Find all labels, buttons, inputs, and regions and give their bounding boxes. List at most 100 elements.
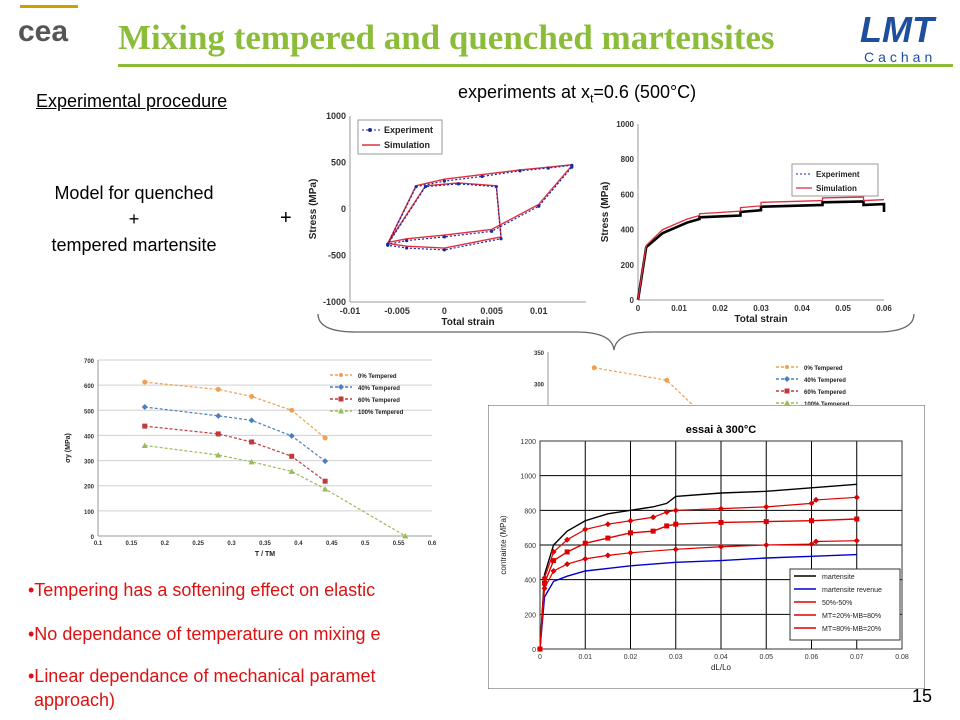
y-tick-label: 600 (621, 190, 635, 199)
data-point (215, 412, 222, 419)
cyclic-stress-strain-chart: 1000 500 0 -500 -1000-0.01 -0.005 0 0.005 0.01 To… (308, 111, 586, 328)
x-tick-label: 0.06 (876, 304, 892, 313)
y-tick-label: 600 (524, 543, 536, 550)
x-tick-label: -0.005 (384, 306, 410, 316)
data-point (386, 242, 390, 246)
x-tick-label: 0.05 (759, 654, 773, 661)
series-line (636, 200, 886, 301)
data-point (604, 552, 611, 559)
experiments-label-rest: =0.6 (500°C) (593, 82, 697, 102)
legend-label: 50%-50% (822, 600, 852, 607)
lmt-logo-text: LMT (860, 9, 937, 50)
x-tick-label: 0.06 (805, 654, 819, 661)
data-point (142, 423, 148, 429)
data-point (564, 561, 571, 568)
x-axis-label: Total strain (441, 317, 494, 328)
x-tick-label: 0.05 (835, 304, 851, 313)
x-axis-label: dL/Lo (711, 663, 732, 672)
x-tick-label: 0.005 (480, 306, 503, 316)
legend-marker (784, 388, 790, 394)
legend-label: 100% Tempered (358, 410, 404, 416)
y-tick-label: -1000 (323, 297, 346, 307)
data-point (541, 585, 548, 592)
legend-label: 60% Tempered (358, 398, 400, 404)
y-axis-label: Stress (MPa) (600, 182, 611, 243)
data-point (564, 536, 571, 543)
x-tick-label: 0.03 (753, 304, 769, 313)
data-point (853, 537, 860, 544)
x-tick-label: 0 (636, 304, 641, 313)
cea-logo: cea (18, 15, 68, 48)
lmt-logo: LMT Cachan (860, 9, 937, 65)
x-tick-label: 0.01 (578, 654, 592, 661)
data-point (550, 568, 557, 574)
data-point (808, 500, 815, 507)
legend-marker (784, 400, 790, 406)
legend-label: 0% Tempered (804, 366, 843, 372)
x-tick-label: 0.07 (850, 654, 864, 661)
legend-label: 40% Tempered (358, 386, 400, 392)
legend-marker (785, 365, 789, 369)
series-line (539, 483, 857, 650)
x-tick-label: 0.04 (714, 654, 728, 661)
legend-label: Simulation (816, 184, 857, 193)
legend-label: 40% Tempered (804, 378, 846, 384)
data-point (763, 542, 770, 548)
legend-label: Experiment (384, 125, 433, 135)
data-point (442, 235, 446, 239)
data-point (480, 174, 484, 179)
x-tick-label: 0.03 (669, 654, 683, 661)
y-tick-label: 1000 (520, 474, 536, 481)
data-point (142, 379, 148, 385)
data-point (672, 507, 679, 514)
bullet-2: •No dependance of temperature on mixing … (28, 624, 381, 644)
model-text-block: Model for quenched + tempered martensite (14, 180, 254, 258)
data-point (249, 439, 255, 445)
data-point (551, 558, 557, 564)
series-line (539, 553, 857, 650)
data-point (249, 393, 255, 399)
data-point (423, 185, 428, 189)
y-tick-label: 0 (341, 204, 346, 214)
bullet-3: •Linear dependance of mechanical paramet (28, 666, 376, 686)
y-tick-label: 300 (534, 382, 545, 388)
x-tick-label: 0.4 (294, 541, 303, 547)
data-point (289, 407, 295, 413)
model-line-1: Model for quenched (54, 183, 214, 203)
data-point (442, 179, 446, 183)
y-axis-label: Stress (MPa) (308, 179, 319, 240)
bullet-1: •Tempering has a softening effect on ela… (28, 580, 376, 600)
data-point (215, 431, 221, 437)
y-tick-label: -500 (328, 251, 346, 261)
x-tick-label: 0.1 (94, 541, 103, 547)
series-line (144, 425, 326, 482)
essai-300c-chart: 1200 1000 800 600 400 200 00 0.01 0.02 0.03 0.04 0.… (488, 405, 925, 689)
data-point (673, 521, 679, 527)
data-point (813, 496, 820, 503)
y-tick-label: 350 (534, 351, 545, 357)
y-tick-label: 1200 (520, 439, 536, 446)
header: cea Mixing tempered and quenched martens… (0, 0, 960, 70)
x-tick-label: 0.01 (671, 304, 687, 313)
legend-label: MT=20%-MB=80% (822, 613, 881, 620)
data-point (809, 518, 814, 524)
data-point (141, 404, 148, 411)
data-point (405, 239, 409, 243)
x-tick-label: 0.5 (361, 541, 370, 547)
x-tick-label: 0.45 (326, 541, 338, 547)
model-plus: + (128, 209, 140, 229)
legend-marker (338, 396, 344, 402)
x-axis-label: Total strain (734, 314, 787, 324)
data-point (537, 204, 541, 208)
procedure-label: Experimental procedure (36, 91, 228, 111)
data-point (763, 519, 769, 525)
data-point (537, 646, 543, 652)
experiments-label: experiments at xt=0.6 (500°C) (458, 82, 696, 106)
legend-marker (338, 384, 344, 390)
data-point (248, 458, 255, 465)
y-tick-label: 400 (621, 226, 635, 235)
x-tick-label: 0.35 (259, 541, 271, 547)
data-point (564, 549, 570, 555)
x-tick-label: 0.02 (624, 654, 638, 661)
data-point (627, 549, 634, 556)
